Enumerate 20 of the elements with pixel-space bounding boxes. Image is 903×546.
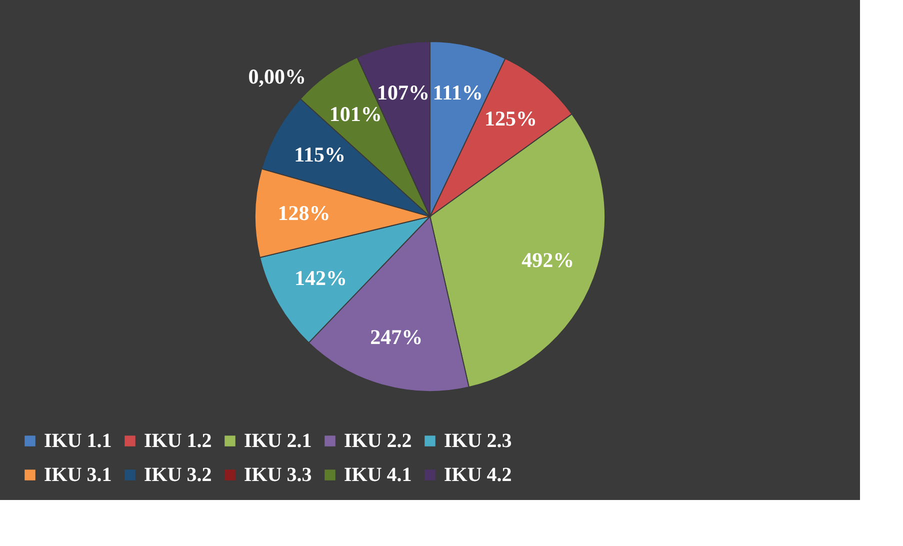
data-label: 247% <box>370 324 423 349</box>
legend-label: IKU 1.1 <box>44 430 112 452</box>
text: 0,00% <box>248 64 306 89</box>
legend-label: IKU 4.2 <box>444 464 512 486</box>
legend-label: IKU 2.2 <box>344 430 412 452</box>
legend-label: IKU 3.3 <box>244 464 312 486</box>
legend-label: IKU 1.2 <box>144 430 212 452</box>
data-label: 125% <box>484 106 537 131</box>
data-label: 142% <box>294 266 347 290</box>
data-label: 492% <box>522 248 574 272</box>
legend-label: IKU 2.1 <box>244 430 312 452</box>
data-label: 111% <box>432 80 483 105</box>
legend-label: IKU 4.1 <box>344 464 412 486</box>
legend-label: IKU 3.1 <box>44 464 112 486</box>
data-label: 128% <box>278 200 330 225</box>
data-label: 107% <box>376 80 430 104</box>
data-label: 101% <box>329 102 382 126</box>
data-label: 115% <box>294 142 346 166</box>
legend-label: IKU 2.3 <box>444 430 512 452</box>
legend-label: IKU 3.2 <box>144 464 212 486</box>
